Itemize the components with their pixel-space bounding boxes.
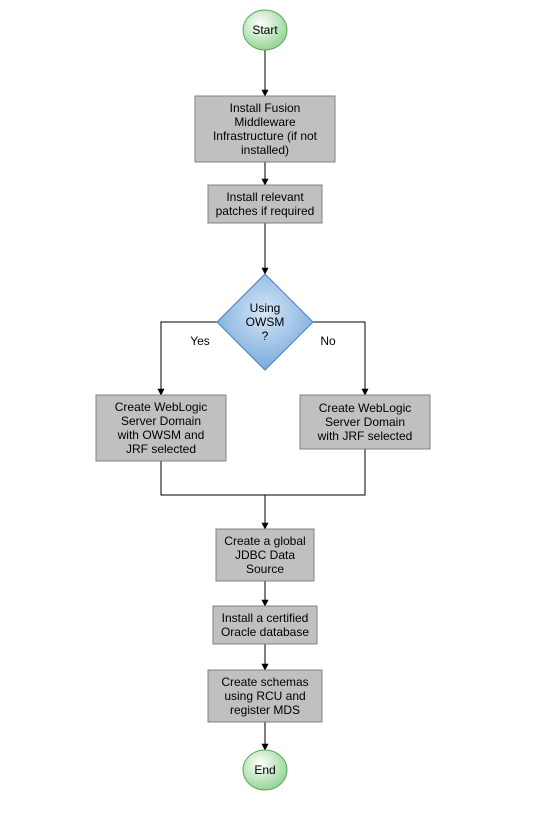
edge — [313, 322, 365, 395]
process-n4-line: Server Domain — [325, 415, 405, 429]
terminator-end-label: End — [254, 763, 275, 777]
process-n1-line: Install Fusion — [230, 101, 301, 115]
nodes: Start Install FusionMiddlewareInfrastruct… — [96, 10, 430, 790]
process-n1-line: Infrastructure (if not — [213, 129, 318, 143]
process-n5-line: JDBC Data — [235, 548, 295, 562]
edge — [161, 322, 217, 395]
process-n1-line: Middleware — [234, 115, 296, 129]
process-n3-line: Server Domain — [121, 414, 201, 428]
decision-d1-line: OWSM — [246, 315, 285, 329]
process-n2-line: patches if required — [216, 204, 315, 218]
edge — [265, 449, 365, 495]
process-n2-line: Install relevant — [226, 190, 304, 204]
decision-d1-line: ? — [262, 329, 269, 343]
terminator-start-label: Start — [252, 23, 278, 37]
process-n3-line: JRF selected — [126, 442, 196, 456]
process-n3-line: Create WebLogic — [115, 400, 208, 414]
process-n7-line: using RCU and — [224, 689, 305, 703]
process-n4-line: Create WebLogic — [319, 401, 412, 415]
process-n6-line: Install a certified — [222, 611, 309, 625]
process-n3-line: with OWSM and — [117, 428, 205, 442]
edge — [161, 461, 265, 495]
process-n5-line: Create a global — [224, 534, 305, 548]
edge-label: Yes — [190, 334, 210, 348]
process-n7-line: register MDS — [230, 703, 300, 717]
decision-d1-line: Using — [250, 301, 281, 315]
edge-label: No — [320, 334, 336, 348]
process-n4-line: with JRF selected — [317, 429, 413, 443]
process-n7-line: Create schemas — [221, 675, 308, 689]
process-n1-line: installed) — [241, 143, 289, 157]
process-n5-line: Source — [246, 562, 284, 576]
process-n6-line: Oracle database — [221, 625, 309, 639]
